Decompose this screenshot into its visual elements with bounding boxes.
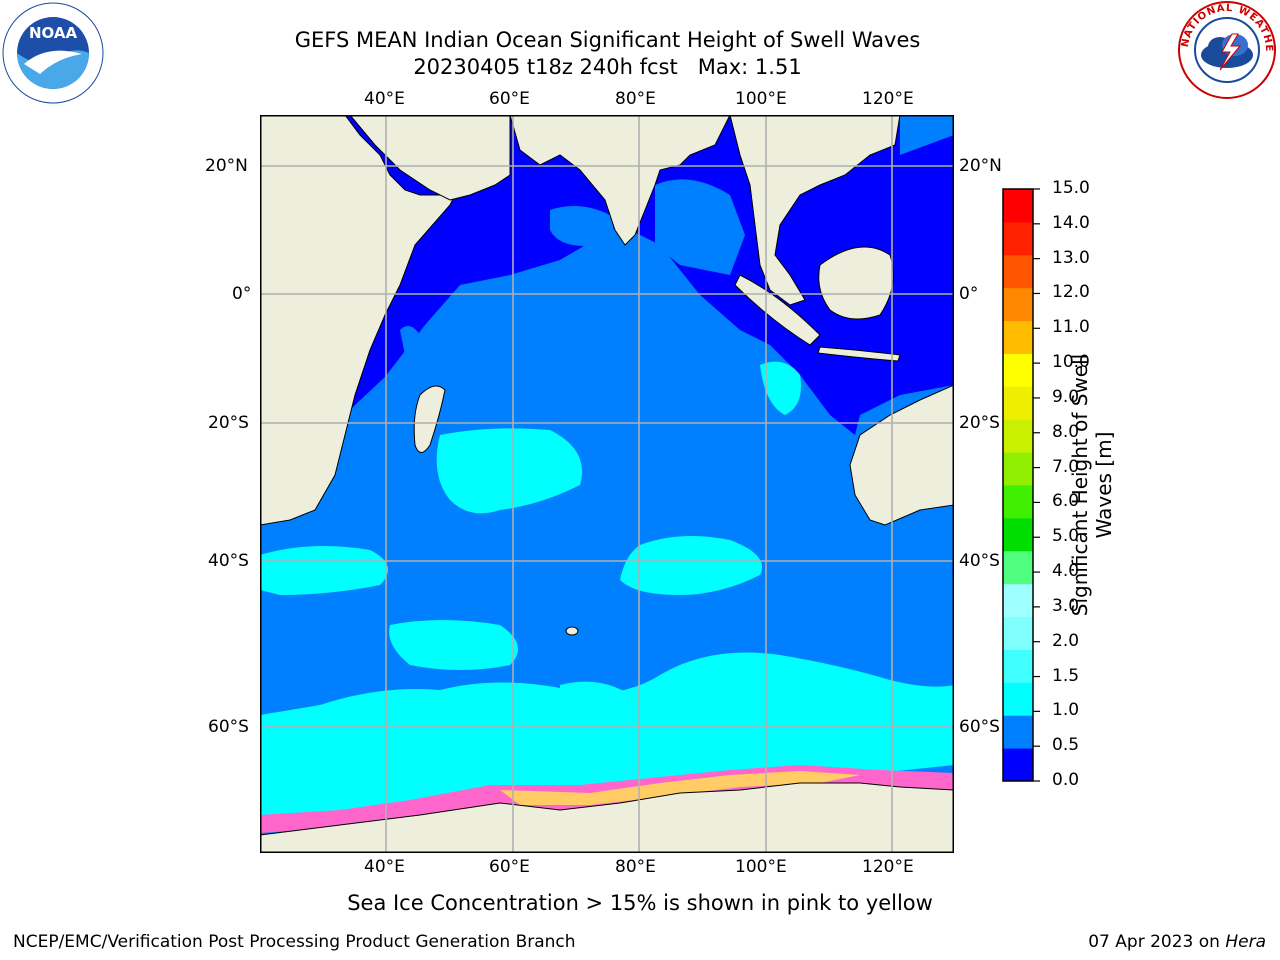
- colorbar-tick-label: 1.5: [1052, 665, 1080, 686]
- southern-ocean-cyan-lobe: [560, 681, 630, 719]
- colorbar-tick-label: 11.0: [1052, 317, 1090, 338]
- lat-tick-right-20s: 20°S: [959, 413, 1000, 433]
- lat-tick-left-0: 0°: [232, 284, 252, 304]
- colorbar-tick-label: 5.0: [1052, 526, 1080, 547]
- forecast-run-label: 20230405 t18z 240h fcst: [413, 55, 678, 79]
- colorbar-tick-label: 7.0: [1052, 456, 1080, 477]
- lon-tick-bottom-100e: 100°E: [735, 857, 787, 877]
- colorbar-segment: [1003, 485, 1033, 519]
- lat-tick-left-20n: 20°N: [205, 156, 248, 176]
- colorbar-segment: [1003, 386, 1033, 420]
- lat-tick-left-20s: 20°S: [208, 413, 249, 433]
- colorbar-segment: [1003, 715, 1033, 749]
- arabian-sea-patch: [550, 206, 614, 246]
- colorbar-tick-label: 15.0: [1052, 178, 1090, 198]
- colorbar-segment: [1003, 583, 1033, 618]
- colorbar-segments: [1003, 189, 1033, 782]
- footer-machine-name: Hera: [1225, 932, 1266, 952]
- colorbar-segment: [1003, 320, 1033, 354]
- west-cyan-patch: [260, 546, 388, 595]
- colorbar-segment: [1003, 254, 1033, 289]
- nws-logo: NATIONAL WEATHER SERVICE: [1172, 0, 1278, 102]
- colorbar-tick-label: 14.0: [1052, 212, 1090, 233]
- noaa-logo: NOAA: [2, 2, 104, 104]
- arabia-land: [349, 115, 511, 201]
- colorbar-segment: [1003, 287, 1033, 322]
- colorbar-tick-label: 13.0: [1052, 247, 1090, 268]
- lon-tick-top-40e: 40°E: [364, 89, 405, 109]
- lon-tick-bottom-80e: 80°E: [615, 857, 656, 877]
- mid-latitude-cyan-band-west: [436, 428, 582, 514]
- colorbar-tick-label: 4.0: [1052, 561, 1080, 582]
- colorbar-tick-label: 1.0: [1052, 700, 1080, 721]
- colorbar-tick-label: 0.0: [1052, 770, 1080, 790]
- colorbar-tick-label: 2.0: [1052, 630, 1080, 651]
- map-subtitle: 20230405 t18z 240h fcst Max: 1.51: [0, 54, 1215, 80]
- mid-latitude-cyan-band-center: [620, 536, 762, 595]
- colorbar-segment: [1003, 682, 1033, 716]
- lat-tick-right-20n: 20°N: [959, 156, 1002, 176]
- colorbar-segment: [1003, 616, 1033, 650]
- java-land: [817, 346, 901, 362]
- colorbar-segment: [1003, 748, 1033, 782]
- colorbar-tick-label: 8.0: [1052, 421, 1080, 442]
- sea-ice-yellow-band: [500, 771, 860, 805]
- colorbar-segment: [1003, 189, 1033, 223]
- colorbar-tick-label: 9.0: [1052, 386, 1080, 407]
- lon-tick-top-120e: 120°E: [862, 89, 914, 109]
- india-land: [509, 115, 731, 246]
- lat-tick-right-40s: 40°S: [959, 551, 1000, 571]
- footer-date: 07 Apr 2023 on Hera: [1088, 932, 1266, 952]
- colorbar-tick-label: 0.5: [1052, 735, 1080, 756]
- colorbar-tick-label: 10.0: [1052, 352, 1090, 373]
- central-cyan-spot: [760, 361, 801, 415]
- noaa-logo-text: NOAA: [29, 24, 78, 42]
- lat-tick-right-0: 0°: [959, 284, 979, 304]
- colorbar-segment: [1003, 517, 1033, 552]
- lat-tick-left-40s: 40°S: [208, 551, 249, 571]
- indochina-land: [729, 115, 901, 306]
- lon-tick-top-100e: 100°E: [735, 89, 787, 109]
- swell-height-map: [260, 115, 954, 853]
- antarctica-land: [260, 782, 954, 853]
- lon-tick-bottom-40e: 40°E: [364, 857, 405, 877]
- lon-tick-bottom-60e: 60°E: [489, 857, 530, 877]
- colorbar-segment: [1003, 353, 1033, 387]
- lat-tick-left-60s: 60°S: [208, 717, 249, 737]
- graticule: [260, 115, 954, 853]
- colorbar-tick-marks: [1033, 188, 1040, 782]
- colorbar-segment: [1003, 221, 1033, 256]
- sea-ice-caption: Sea Ice Concentration > 15% is shown in …: [347, 891, 933, 915]
- footer-date-text: 07 Apr 2023 on: [1088, 932, 1226, 952]
- colorbar-segment: [1003, 452, 1033, 486]
- madagascar-land: [413, 385, 446, 453]
- colorbar: [1002, 188, 1040, 782]
- australia-land: [849, 384, 954, 526]
- map-title: GEFS MEAN Indian Ocean Significant Heigh…: [294, 28, 921, 52]
- colorbar-segment: [1003, 550, 1033, 585]
- lon-tick-top-80e: 80°E: [615, 89, 656, 109]
- bay-of-bengal-region: [655, 179, 745, 275]
- colorbar-segment: [1003, 419, 1033, 453]
- borneo-land: [818, 246, 894, 320]
- map-frame: [260, 115, 954, 853]
- colorbar-segment: [1003, 649, 1033, 683]
- max-value-label: Max: 1.51: [697, 55, 802, 79]
- lon-tick-top-60e: 60°E: [489, 89, 530, 109]
- colorbar-tick-label: 6.0: [1052, 491, 1080, 512]
- kerguelen-island: [565, 626, 579, 636]
- lat-tick-right-60s: 60°S: [959, 717, 1000, 737]
- colorbar-tick-label: 12.0: [1052, 282, 1090, 303]
- colorbar-frame: [1002, 188, 1034, 782]
- somali-coast-patch: [400, 326, 420, 356]
- lon-tick-bottom-120e: 120°E: [862, 857, 914, 877]
- footer-credit: NCEP/EMC/Verification Post Processing Pr…: [13, 932, 576, 952]
- colorbar-tick-label: 3.0: [1052, 595, 1080, 616]
- south-west-cyan-patch: [389, 620, 518, 670]
